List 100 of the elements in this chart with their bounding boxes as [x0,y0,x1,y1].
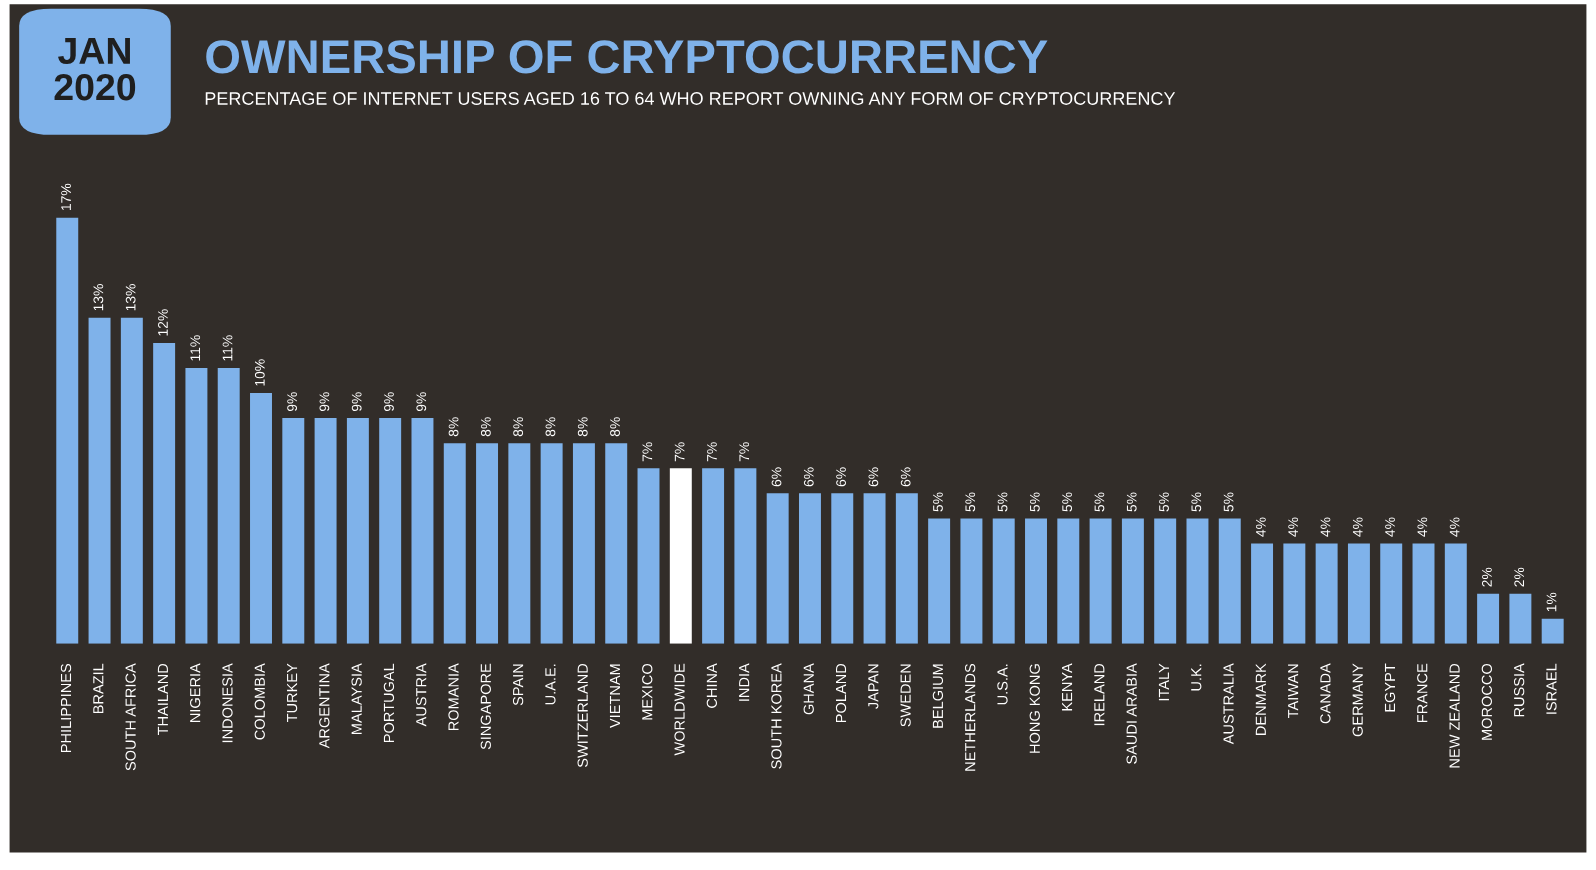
bar [1315,543,1338,644]
data-label: 5% [997,492,1008,512]
x-tick-label: TURKEY [287,663,298,723]
x-tick-label: GHANA [803,663,814,715]
x-tick-label: PHILIPPINES [60,663,72,753]
bar [56,217,79,644]
data-label: 7% [642,442,653,462]
x-tick-label: NETHERLANDS [965,663,976,771]
data-label: 6% [900,467,911,487]
x-tick-label: SINGAPORE [480,663,491,750]
data-label: 13% [125,284,136,311]
x-tick-label: MALAYSIA [351,663,362,734]
x-tick-label: VIETNAM [609,664,620,728]
bar [1121,518,1144,644]
bar [540,443,563,644]
data-label: 5% [933,492,943,512]
bar [1154,518,1177,644]
data-label: 13% [93,284,104,311]
bar [1412,543,1435,644]
data-label: 4% [1385,517,1395,537]
bar [1186,518,1209,644]
x-tick-label: SOUTH AFRICA [125,663,136,771]
bar [637,468,660,644]
x-tick-label: INDONESIA [222,663,233,743]
data-label: 4% [1352,517,1363,537]
x-tick-label: U.A.E. [545,664,556,705]
x-tick-label: HONG KONG [1029,664,1040,753]
data-label: 9% [287,392,298,412]
bar [217,367,240,644]
data-label: 9% [416,392,427,412]
bar [895,493,918,644]
data-label: 6% [803,467,814,487]
data-label: 7% [739,442,750,462]
data-label: 8% [610,417,620,437]
data-label: 2% [1481,567,1492,587]
bar [443,443,466,644]
x-tick-label: GERMANY [1352,663,1363,737]
bar [120,317,143,644]
data-label: 4% [1449,517,1460,537]
x-tick-label: ARGENTINA [319,663,330,749]
x-tick-label: BELGIUM [932,664,944,728]
bar [1444,543,1467,644]
bar [379,418,402,644]
bar [960,518,983,644]
data-label: 8% [577,417,588,437]
bar [1347,543,1370,644]
bar [282,418,305,644]
data-label: 11% [222,335,233,361]
bar [831,493,854,644]
x-tick-label: CHINA [706,663,718,708]
data-label: 4% [1288,517,1299,537]
data-label: 8% [480,417,491,437]
x-tick-label: KENYA [1062,663,1073,711]
data-label: 9% [351,392,362,412]
bar [669,468,692,644]
x-tick-label: POLAND [835,663,847,723]
data-label: 8% [513,417,524,437]
data-label: 7% [674,442,685,462]
bar [992,518,1015,644]
bar [1057,518,1080,644]
x-tick-label: FRANCE [1417,663,1428,723]
x-tick-label: U.K. [1191,664,1202,691]
data-label: 9% [384,392,394,412]
bar [798,493,821,644]
bar [1218,518,1241,644]
bar [702,468,725,644]
bar [508,443,531,644]
bar [572,443,595,644]
bar [1477,593,1500,644]
bar [1509,593,1532,644]
x-tick-label: DENMARK [1255,663,1266,735]
data-label: 5% [1094,492,1105,512]
data-label: 5% [1223,492,1234,512]
data-label: 5% [965,492,976,512]
x-tick-label: MEXICO [642,663,653,720]
x-tick-label: U.S.A. [997,664,1008,705]
data-label: 9% [319,392,330,412]
data-label: 4% [1256,517,1266,537]
x-tick-label: ITALY [1158,663,1169,701]
chart-title: OWNERSHIP OF CRYPTOCURRENCY [206,40,1048,74]
x-tick-label: MOROCCO [1481,663,1493,740]
bar [411,418,434,644]
x-tick-label: INDIA [739,663,750,701]
data-label: 10% [254,359,265,386]
bar [88,317,111,644]
x-tick-label: AUSTRALIA [1223,663,1234,745]
x-tick-label: NEW ZEALAND [1449,663,1460,768]
data-label: 5% [1126,492,1137,512]
bar [605,443,628,644]
data-label: 11% [190,335,201,361]
bar [863,493,886,644]
chart-subtitle: PERCENTAGE OF INTERNET USERS AGED 16 TO 64 WHO REPORT OWNING ANY FORM OF CRYPTOCURRENCY [205,92,1176,105]
data-label: 5% [1159,492,1169,512]
x-tick-label: ROMANIA [448,663,459,731]
data-label: 5% [1062,492,1073,512]
x-tick-label: SAUDI ARABIA [1126,663,1137,764]
data-label: 12% [158,309,168,336]
data-label: 8% [545,417,556,437]
x-tick-label: PORTUGAL [383,663,395,743]
x-tick-label: RUSSIA [1513,663,1525,717]
